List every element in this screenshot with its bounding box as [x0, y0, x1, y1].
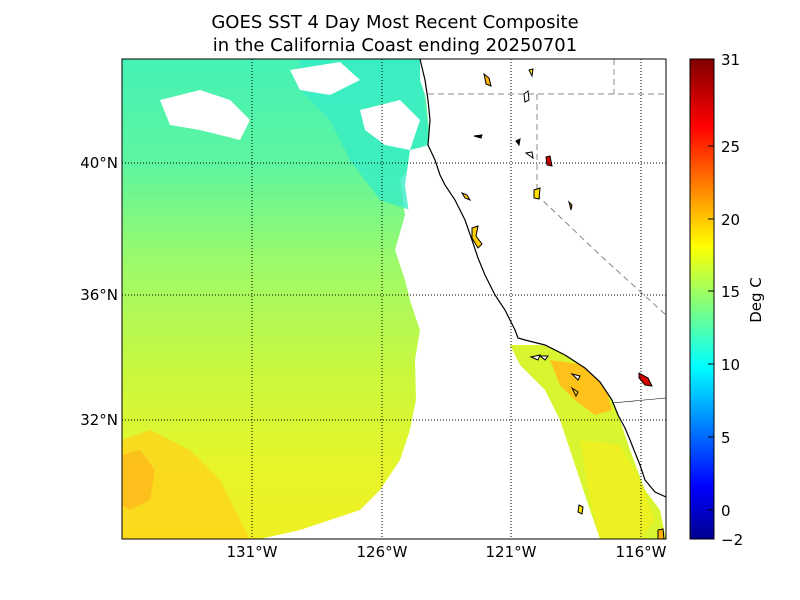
colorbar-tick-31: 31: [721, 51, 740, 69]
colorbar-tick-15: 15: [721, 283, 740, 301]
sst-bight-warm: [550, 360, 612, 415]
lake-9: [460, 191, 472, 202]
lon-label-116: 116°W: [616, 543, 667, 561]
lake-10: [568, 200, 573, 211]
cloud-gap-north-3: [290, 62, 360, 95]
coastline: [419, 59, 666, 498]
colorbar-tick-20: 20: [721, 211, 740, 229]
no-data-coastal: [405, 145, 515, 345]
map-frame: [121, 58, 667, 540]
state-border-nv-ca: [536, 94, 666, 316]
sst-baja-warm: [580, 440, 655, 539]
sst-hot-sw: [122, 450, 155, 510]
map-title-line-1: GOES SST 4 Day Most Recent Composite: [211, 12, 579, 33]
sst-warm-sw: [122, 430, 250, 539]
colorbar-tick-5: 5: [721, 429, 731, 447]
lat-label-40: 40°N: [80, 154, 118, 172]
lake-salton: [638, 372, 653, 387]
lake-1: [483, 72, 492, 87]
lon-label-131: 131°W: [227, 543, 278, 561]
graticule: [122, 59, 666, 539]
lake-17: [657, 528, 665, 539]
lake-16: [577, 504, 584, 515]
no-data-south: [400, 370, 570, 530]
lake-13: [538, 355, 549, 361]
border-us-mexico: [611, 397, 666, 404]
lake-6: [524, 151, 534, 160]
lake-2: [528, 68, 534, 78]
lake-12: [529, 354, 541, 361]
sst-ocean-field: [122, 59, 430, 539]
lake-15: [570, 386, 579, 398]
lake-11: [471, 225, 483, 249]
colorbar: [689, 58, 715, 540]
map-title-line-2: in the California Coast ending 20250701: [212, 35, 578, 56]
lon-label-121: 121°W: [486, 543, 537, 561]
lake-4: [473, 134, 483, 139]
lat-label-32: 32°N: [80, 411, 118, 429]
cloud-gap-north-2: [360, 100, 420, 150]
lon-label-126: 126°W: [357, 543, 408, 561]
sst-cool-patch: [300, 60, 430, 210]
lake-8: [533, 187, 541, 200]
lake-7: [545, 155, 553, 167]
land-mass: [420, 59, 666, 497]
colorbar-tick-neg2: −2: [721, 531, 743, 549]
cloud-gap-north: [160, 90, 250, 140]
colorbar-tick-0: 0: [721, 502, 731, 520]
lat-label-36: 36°N: [80, 286, 118, 304]
lake-5: [515, 138, 521, 147]
colorbar-label: Deg C: [747, 277, 765, 323]
colorbar-tick-10: 10: [721, 356, 740, 374]
colorbar-tick-25: 25: [721, 138, 740, 156]
lake-14: [570, 373, 581, 381]
lake-3: [523, 90, 530, 103]
colorbar-ticks: [708, 145, 714, 511]
